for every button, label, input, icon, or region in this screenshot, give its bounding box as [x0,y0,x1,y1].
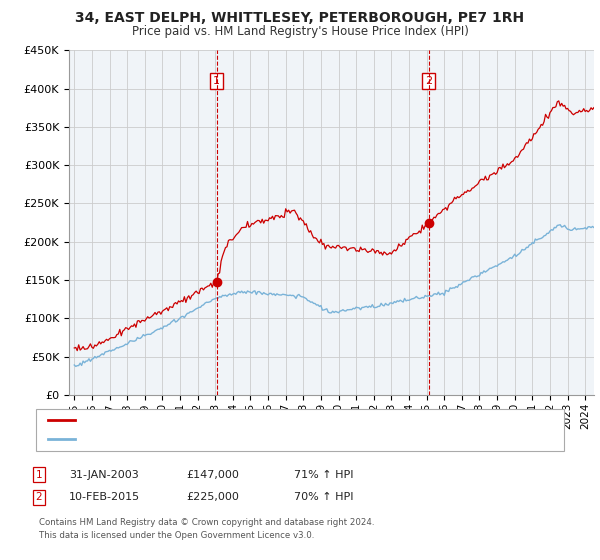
Text: Contains HM Land Registry data © Crown copyright and database right 2024.
This d: Contains HM Land Registry data © Crown c… [39,519,374,540]
Text: 34, EAST DELPH, WHITTLESEY, PETERBOROUGH, PE7 1RH (semi-detached house): 34, EAST DELPH, WHITTLESEY, PETERBOROUGH… [81,415,487,425]
Text: £225,000: £225,000 [186,492,239,502]
Text: 70% ↑ HPI: 70% ↑ HPI [294,492,353,502]
Text: £147,000: £147,000 [186,470,239,480]
Text: 2: 2 [35,492,43,502]
Text: 34, EAST DELPH, WHITTLESEY, PETERBOROUGH, PE7 1RH: 34, EAST DELPH, WHITTLESEY, PETERBOROUGH… [76,11,524,25]
Text: HPI: Average price, semi-detached house, Fenland: HPI: Average price, semi-detached house,… [81,435,332,445]
Text: 71% ↑ HPI: 71% ↑ HPI [294,470,353,480]
Text: 10-FEB-2015: 10-FEB-2015 [69,492,140,502]
Text: 1: 1 [213,76,220,86]
Text: 1: 1 [35,470,43,480]
Text: Price paid vs. HM Land Registry's House Price Index (HPI): Price paid vs. HM Land Registry's House … [131,25,469,38]
Text: 31-JAN-2003: 31-JAN-2003 [69,470,139,480]
Text: 2: 2 [425,76,433,86]
